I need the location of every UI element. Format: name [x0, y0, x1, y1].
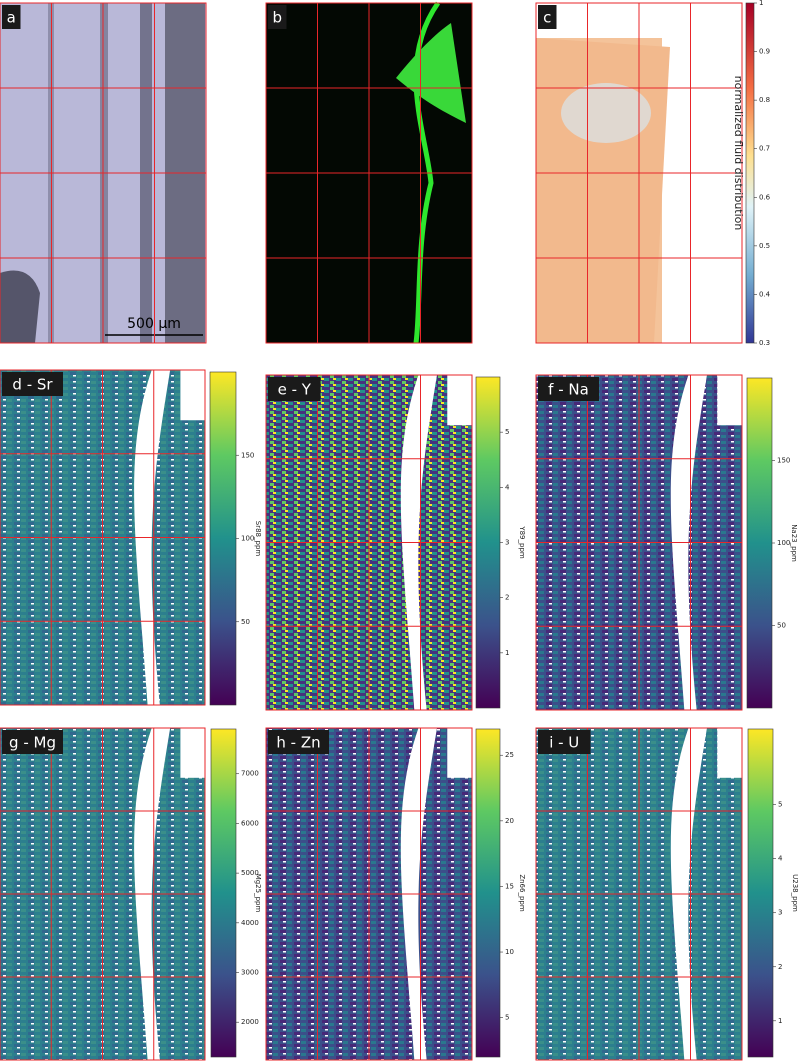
panel-label-box: [268, 730, 329, 754]
panel-label: e - Y: [278, 381, 312, 399]
colorbar-label: Mg25_ppm: [254, 874, 262, 913]
colorbar-tick-label: 6000: [241, 819, 259, 827]
panel-label: h - Zn: [276, 734, 320, 752]
right-gap: [447, 375, 472, 426]
panel-label-box: [538, 377, 599, 401]
colorbar-tick-label: 5: [778, 801, 782, 809]
colorbar-tick-label: 5000: [241, 869, 259, 877]
panel-label: a: [7, 9, 16, 27]
panel: e - Y 1 2 3 4 5 Y89_ppm: [265, 374, 526, 711]
panel-label: i - U: [549, 734, 579, 752]
colorbar-tick-label: 1: [505, 649, 509, 657]
colorbar-tick-label: 7000: [241, 770, 259, 778]
panel-label: d - Sr: [12, 376, 53, 394]
colorbar: [210, 728, 237, 1058]
colorbar: [745, 2, 755, 344]
colorbar-tick-label: 1: [759, 0, 763, 7]
panel: h - Zn 5 10 15 20 25 Zn66_ppm: [265, 727, 526, 1061]
colorbar: [475, 728, 501, 1058]
colorbar-label: Na23_ppm: [790, 524, 798, 562]
colorbar-tick-label: 3: [778, 909, 782, 917]
colorbar-tick-label: 0.9: [759, 48, 770, 56]
colorbar-tick-label: 2000: [241, 1018, 259, 1026]
colorbar-label: Y89_ppm: [518, 525, 526, 559]
colorbar-tick-label: 20: [505, 817, 514, 825]
colorbar-tick-label: 4: [778, 855, 783, 863]
colorbar-label: normalized fluid distribution: [732, 76, 745, 231]
colorbar-tick-label: 0.3: [759, 339, 770, 347]
panel-label: g - Mg: [9, 734, 56, 752]
colorbar: [209, 371, 237, 706]
colorbar-tick-label: 150: [241, 451, 254, 459]
panel-label: c: [543, 9, 551, 27]
right-gap: [717, 728, 742, 778]
colorbar-tick-label: 1: [778, 1017, 782, 1025]
panel-label-box: [2, 5, 21, 29]
panel: c 0.3 0.4 0.5 0.6 0.7 0.8 0.9 1 normalized fluid …: [535, 0, 771, 347]
colorbar: [747, 728, 774, 1058]
colorbar-tick-label: 3000: [241, 969, 259, 977]
colorbar-tick-label: 100: [777, 539, 790, 547]
right-gap: [717, 375, 742, 426]
colorbar: [475, 376, 501, 709]
colorbar-tick-label: 0.6: [759, 193, 771, 201]
panel: b: [265, 1, 473, 344]
colorbar-tick-label: 5: [505, 1014, 509, 1022]
green-fold: [396, 23, 466, 123]
panel-label: f - Na: [548, 381, 589, 399]
colorbar-tick-label: 0.5: [759, 242, 770, 250]
right-gap: [180, 370, 205, 421]
colorbar-tick-label: 5: [505, 428, 509, 436]
colorbar-tick-label: 10: [505, 948, 514, 956]
colorbar-label: Zn66_ppm: [518, 874, 526, 912]
panel-label-box: [2, 730, 63, 754]
panel-label-box: [268, 377, 321, 401]
colorbar-tick-label: 0.4: [759, 290, 771, 298]
colorbar-tick-label: 50: [777, 622, 786, 630]
panel: d - Sr 50 100 150 Sr88_ppm: [0, 369, 262, 706]
low-fluid: [561, 83, 651, 143]
colorbar-tick-label: 4: [505, 483, 510, 491]
panel: 500 µma: [0, 2, 207, 344]
colorbar-tick-label: 2: [778, 963, 782, 971]
panel: f - Na 50 100 150 Na23_ppm: [535, 374, 798, 711]
colorbar-tick-label: 3: [505, 539, 509, 547]
dark-region: [0, 270, 40, 343]
right-gap: [180, 728, 205, 778]
panel-label-box: [2, 372, 63, 396]
colorbar-tick-label: 100: [241, 535, 254, 543]
colorbar-tick-label: 50: [241, 618, 250, 626]
panel-label-box: [538, 5, 557, 29]
colorbar-tick-label: 0.8: [759, 96, 770, 104]
colorbar-tick-label: 15: [505, 882, 514, 890]
colorbar-tick-label: 4000: [241, 919, 259, 927]
colorbar-label: Sr88_ppm: [254, 521, 262, 557]
colorbar-tick-label: 0.7: [759, 145, 770, 153]
panel: i - U 1 2 3 4 5 U238_ppm: [535, 727, 799, 1061]
colorbar-tick-label: 150: [777, 457, 790, 465]
panel-label: b: [272, 9, 282, 27]
right-gap: [447, 728, 472, 778]
colorbar-label: U238_ppm: [791, 874, 799, 912]
panel: g - Mg 2000 3000 4000 5000 6000 7000 Mg25_ppm: [0, 727, 262, 1061]
colorbar-tick-label: 2: [505, 594, 509, 602]
colorbar: [746, 377, 773, 709]
colorbar-tick-label: 25: [505, 751, 514, 759]
panel-label-box: [538, 730, 591, 754]
panel-label-box: [268, 5, 287, 29]
